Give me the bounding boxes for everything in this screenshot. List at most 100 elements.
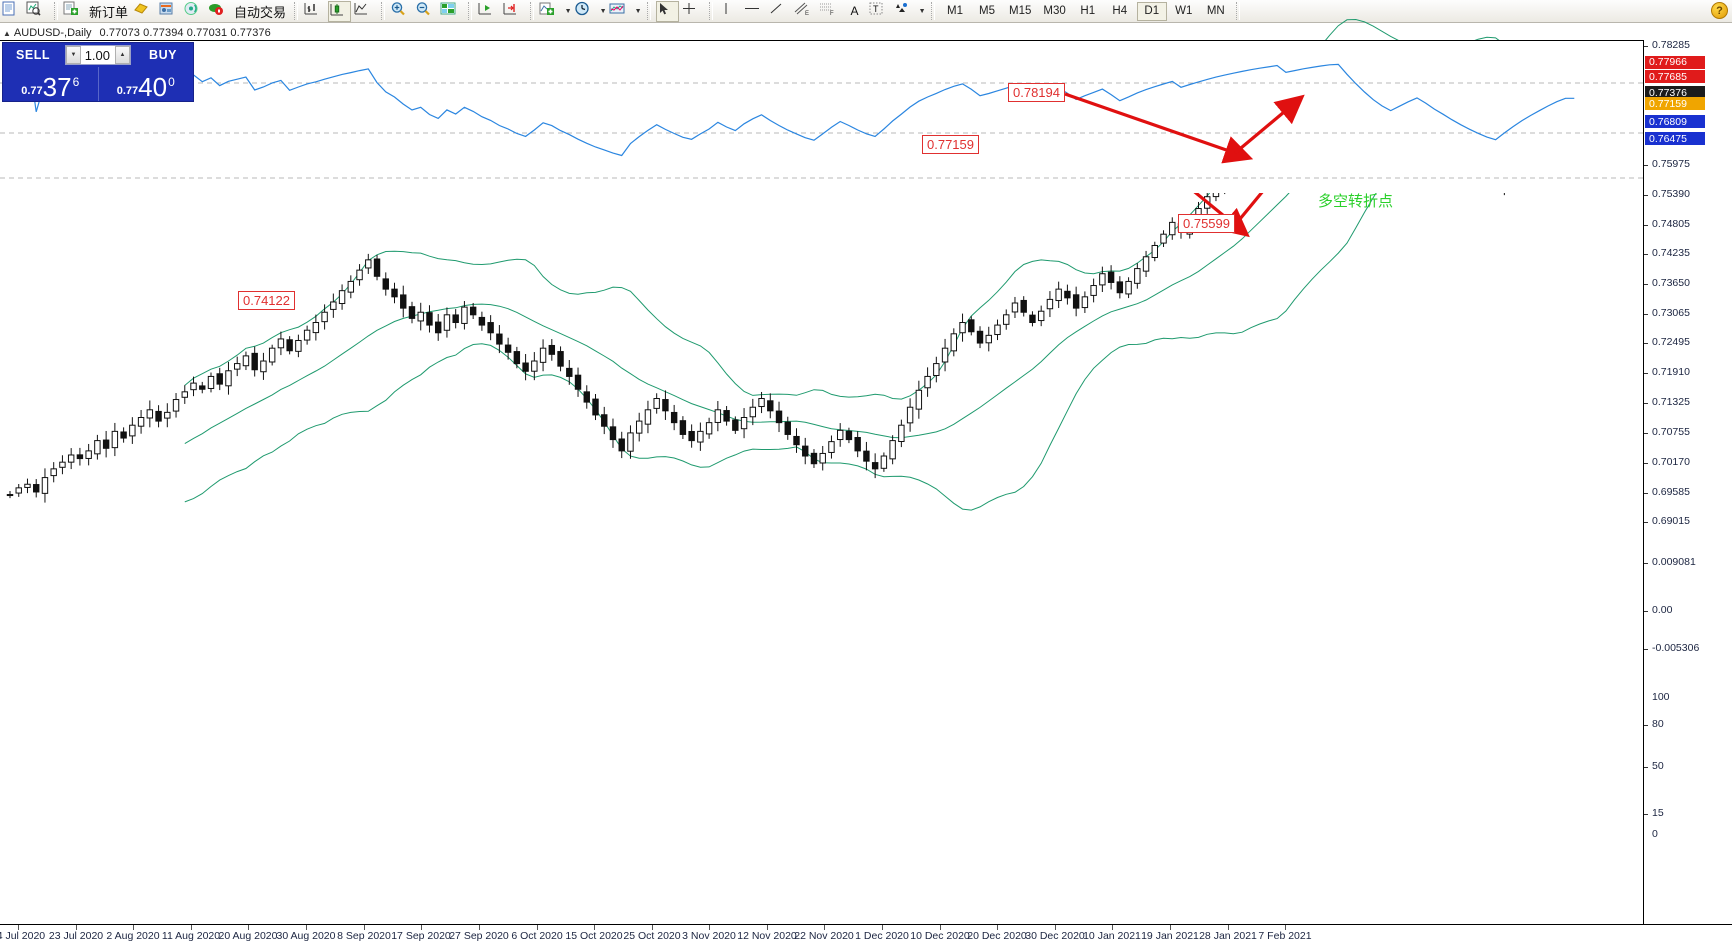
date-tick-label: 20 Aug 2020 xyxy=(218,930,278,942)
last-price-tag[interactable]: 0.77376 xyxy=(1645,86,1705,100)
anno-74122[interactable]: 0.74122 xyxy=(238,291,295,310)
fibonacci-icon[interactable]: F xyxy=(818,1,841,22)
rsi-tick-mark xyxy=(1644,766,1648,768)
new-order-icon[interactable] xyxy=(63,1,86,22)
macd-tick-mark xyxy=(1644,563,1648,565)
periods-icon[interactable] xyxy=(574,1,597,22)
price-tick-mark xyxy=(1644,522,1648,523)
market-icon[interactable] xyxy=(208,1,231,22)
help-icon[interactable]: ? xyxy=(1711,2,1728,19)
templates-icon[interactable] xyxy=(609,1,632,22)
collapse-triangle-icon[interactable]: ▲ xyxy=(3,28,11,38)
text-icon[interactable]: A xyxy=(850,4,859,18)
date-tick-mark xyxy=(1228,925,1229,930)
sell-price-prefix: 0.77 xyxy=(21,85,43,97)
line-chart-icon[interactable] xyxy=(353,1,376,22)
sell-price-sup: 6 xyxy=(72,75,80,89)
horizontal-line-icon[interactable] xyxy=(743,1,766,22)
ask-line-tag[interactable]: 0.77966 xyxy=(1645,55,1705,69)
main-toolbar[interactable]: 新订单 自动交易 ▼ ▼ ▼ xyxy=(0,0,1732,23)
timeframe-w1[interactable]: W1 xyxy=(1175,5,1193,17)
timeframe-m15[interactable]: M15 xyxy=(1009,5,1032,17)
price-tick-label: 0.73065 xyxy=(1652,307,1690,320)
support-blue-tag[interactable]: 0.76475 xyxy=(1645,132,1705,146)
toolbar-separator-2 xyxy=(294,2,299,20)
cursor-icon[interactable] xyxy=(656,0,680,22)
volume-decrease-button[interactable]: ▼ xyxy=(66,46,81,64)
rsi-pane[interactable]: RSI(14) 58.1021 xyxy=(0,40,1643,193)
timeframe-m5[interactable]: M5 xyxy=(979,5,996,17)
candlestick-chart-icon[interactable] xyxy=(328,0,352,22)
price-tick-mark xyxy=(1644,343,1648,345)
new-order-label[interactable]: 新订单 xyxy=(89,4,129,20)
bar-chart-icon[interactable] xyxy=(303,1,326,22)
chart-area[interactable]: 0.78194 0.77159 0.74122 0.75599 多空转折点 MA… xyxy=(0,18,1732,948)
date-tick-mark xyxy=(709,925,710,930)
timeframe-mn[interactable]: MN xyxy=(1206,5,1225,17)
date-tick-label: 19 Jan 2021 xyxy=(1141,930,1199,942)
auto-trading-label[interactable]: 自动交易 xyxy=(234,4,287,20)
bid-line-tag[interactable]: 0.76809 xyxy=(1645,115,1705,129)
text-label-icon[interactable]: T xyxy=(868,1,891,22)
grid-icon[interactable] xyxy=(440,1,463,22)
buy-price[interactable]: 0.77 40 0 xyxy=(99,67,194,101)
rsi-up-arrow[interactable] xyxy=(1233,94,1305,155)
date-tick-mark xyxy=(537,925,538,930)
price-tick-mark xyxy=(1644,164,1648,166)
anno-77159[interactable]: 0.77159 xyxy=(922,135,979,154)
timeframe-m30[interactable]: M30 xyxy=(1043,5,1066,17)
date-tick-label: 28 Jan 2021 xyxy=(1199,930,1257,942)
rsi-tick-label: 15 xyxy=(1652,807,1664,820)
sell-price[interactable]: 0.77 37 6 xyxy=(3,67,99,101)
rsi-line xyxy=(18,48,1575,157)
zoom-in-icon[interactable] xyxy=(390,1,413,22)
mql-community-icon[interactable] xyxy=(158,1,181,22)
timeframe-m1[interactable]: M1 xyxy=(947,5,964,17)
date-tick-label: 11 Aug 2020 xyxy=(161,930,221,942)
rsi-canvas[interactable] xyxy=(0,41,1643,194)
templates-dropdown-arrow[interactable]: ▼ xyxy=(634,7,642,15)
shapes-dropdown-arrow[interactable]: ▼ xyxy=(918,7,926,15)
crosshair-icon[interactable] xyxy=(681,1,704,22)
indicators-dropdown-arrow[interactable]: ▼ xyxy=(564,7,572,15)
new-chart-icon[interactable] xyxy=(1,1,24,22)
chart-shift-icon[interactable] xyxy=(477,1,500,22)
zoom-out-icon[interactable] xyxy=(415,1,438,22)
anno-turning-point[interactable]: 多空转折点 xyxy=(1318,193,1394,210)
date-tick-mark xyxy=(997,925,998,930)
anno-75599[interactable]: 0.75599 xyxy=(1178,214,1235,233)
anno-high-78194[interactable]: 0.78194 xyxy=(1008,83,1065,102)
timeframe-h4[interactable]: H4 xyxy=(1112,5,1128,17)
rsi-down-arrow[interactable] xyxy=(1064,92,1254,164)
trendline-icon[interactable] xyxy=(768,1,791,22)
buy-price-prefix: 0.77 xyxy=(116,85,139,97)
support-orange-tag[interactable]: 0.77159 xyxy=(1645,97,1705,111)
price-tick-mark xyxy=(1644,224,1648,226)
expert-advisor-icon[interactable] xyxy=(133,1,156,22)
date-tick-mark xyxy=(76,925,77,930)
volume-increase-button[interactable]: ▲ xyxy=(115,46,130,64)
volume-value[interactable]: 1.00 xyxy=(84,47,110,63)
auto-scroll-icon[interactable] xyxy=(502,1,525,22)
price-scale[interactable]: 0.78285 0.75975 0.75390 0.74805 0.74235 0.736… xyxy=(1643,39,1732,924)
sell-button[interactable]: SELL xyxy=(16,48,50,62)
timeframe-group[interactable]: M1 M5 M15 M30 H1 H4 D1 W1 MN xyxy=(939,1,1232,21)
indicators-icon[interactable] xyxy=(539,1,562,22)
signals-icon[interactable] xyxy=(183,1,206,22)
timeframe-h1[interactable]: H1 xyxy=(1080,5,1096,17)
equidistant-channel-icon[interactable]: E xyxy=(793,1,816,22)
shapes-icon[interactable] xyxy=(893,1,916,22)
price-tick-label: 0.72495 xyxy=(1652,336,1690,349)
timeframe-d1[interactable]: D1 xyxy=(1136,1,1167,21)
resistance-line-tag[interactable]: 0.77685 xyxy=(1645,70,1705,84)
date-tick-mark xyxy=(191,925,192,930)
vertical-line-icon[interactable] xyxy=(718,1,741,22)
volume-stepper[interactable]: ▼ 1.00 ▲ xyxy=(65,45,131,65)
one-click-trading-panel[interactable]: SELL ▼ 1.00 ▲ BUY 0.77 37 6 0.77 40 0 xyxy=(2,42,194,102)
price-tick-label: 0.70170 xyxy=(1652,455,1690,468)
symbol-search-icon[interactable] xyxy=(26,1,49,22)
buy-button[interactable]: BUY xyxy=(149,48,177,62)
date-tick-mark xyxy=(248,925,249,930)
periods-dropdown-arrow[interactable]: ▼ xyxy=(599,7,607,15)
